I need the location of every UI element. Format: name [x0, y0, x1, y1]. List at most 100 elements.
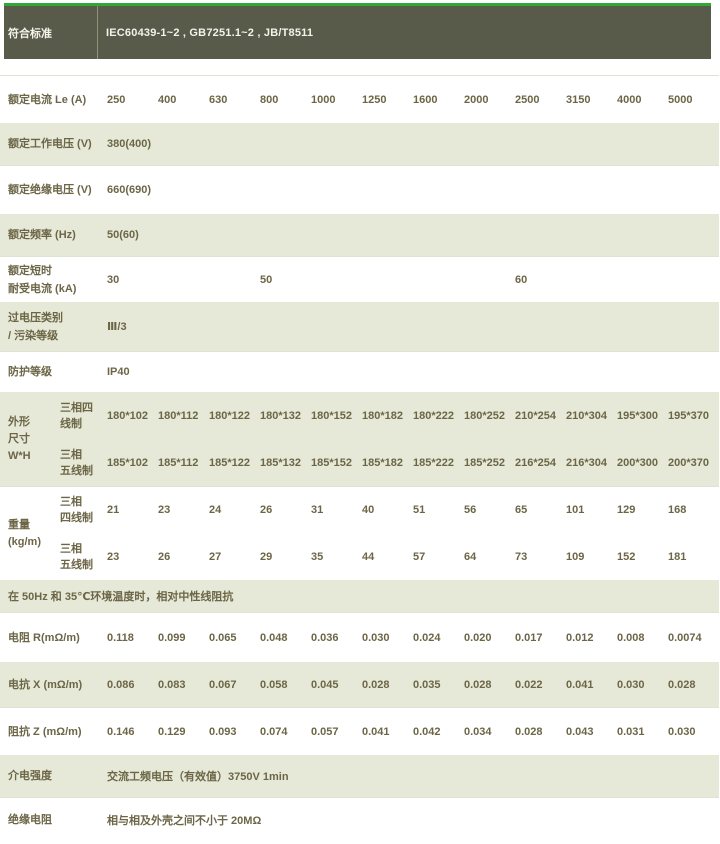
rated-current-value: 1000 [311, 93, 336, 106]
weight-value: 26 [260, 504, 273, 517]
withstand-value: 60 [515, 273, 528, 286]
dimension-value: 185*182 [362, 456, 403, 469]
reactance-value: 0.067 [209, 678, 237, 691]
dimension-value: 180*132 [260, 409, 301, 422]
standards-label: 符合标准 [4, 6, 98, 59]
dimension-value: 216*304 [566, 456, 607, 469]
rated-current-value: 400 [158, 93, 177, 106]
impedance-value: 0.031 [617, 725, 645, 738]
weight-value: 51 [413, 504, 426, 517]
row-rated-current: 额定电流 Le (A) 250 400 630 800 1000 1250 16… [0, 75, 719, 123]
spec-table: 符合标准 IEC60439-1~2 , GB7251.1~2 , JB/T851… [0, 3, 719, 841]
impedance-value: 0.028 [515, 725, 543, 738]
dimension-value: 180*112 [158, 409, 199, 422]
standards-value: IEC60439-1~2 , GB7251.1~2 , JB/T8511 [106, 26, 314, 39]
rated-current-value: 250 [107, 93, 126, 106]
reactance-value: 0.030 [617, 678, 645, 691]
weight-value: 129 [617, 504, 636, 517]
row-protection: 防护等级 IP40 [0, 351, 719, 392]
row-label: 电抗 X (mΩ/m) [8, 678, 83, 691]
dielectric-value: 交流工频电压（有效值）3750V 1min [107, 771, 289, 783]
row-label: 额定绝缘电压 (V) [8, 184, 92, 196]
weight-value: 65 [515, 504, 528, 517]
reactance-value: 0.028 [362, 678, 390, 691]
dimension-value: 180*152 [311, 409, 352, 422]
rated-current-value: 1600 [413, 93, 438, 106]
weight-value: 31 [311, 504, 324, 517]
row-label: 外形 尺寸 W*H [8, 415, 31, 462]
dimension-value: 180*222 [413, 409, 454, 422]
rated-current-value: 2500 [515, 93, 540, 106]
reactance-value: 0.083 [158, 678, 186, 691]
row-label: 介电强度 [8, 770, 52, 782]
dimension-value: 216*254 [515, 456, 556, 469]
weight-value: 181 [668, 550, 687, 563]
resistance-value: 0.099 [158, 631, 186, 644]
impedance-value: 0.129 [158, 725, 186, 738]
dimension-value: 185*102 [107, 456, 148, 469]
insulation-resistance-value: 相与相及外壳之间不小于 20MΩ [107, 814, 262, 827]
insulation-voltage-value: 660(690) [107, 184, 152, 196]
impedance-value: 0.093 [209, 725, 237, 738]
weight-value: 56 [464, 504, 477, 517]
reactance-value: 0.028 [464, 678, 492, 691]
standards-header: 符合标准 IEC60439-1~2 , GB7251.1~2 , JB/T851… [4, 3, 711, 59]
weight-value: 64 [464, 550, 477, 563]
dimension-value: 185*112 [158, 456, 199, 469]
row-insulation-resistance: 绝缘电阻 相与相及外壳之间不小于 20MΩ [0, 797, 719, 841]
row-insulation-voltage: 额定绝缘电压 (V) 660(690) [0, 165, 719, 214]
header-gap [0, 59, 715, 75]
weight-value: 23 [107, 550, 120, 563]
weight-value: 24 [209, 504, 222, 517]
resistance-value: 0.118 [107, 631, 134, 644]
dimension-value: 180*122 [209, 409, 250, 422]
rated-current-value: 800 [260, 93, 279, 106]
rated-current-value: 4000 [617, 93, 642, 106]
reactance-value: 0.022 [515, 678, 543, 691]
weight-value: 57 [413, 550, 426, 563]
row-reactance: 电抗 X (mΩ/m) 0.086 0.083 0.067 0.058 0.04… [0, 662, 719, 707]
dimension-value: 185*252 [464, 456, 505, 469]
dimension-value: 185*152 [311, 456, 352, 469]
weight-value: 26 [158, 550, 171, 563]
row-dielectric: 介电强度 交流工频电压（有效值）3750V 1min [0, 755, 719, 797]
resistance-value: 0.008 [617, 631, 645, 644]
sub-label-five-wire: 三相 五线制 [60, 542, 93, 571]
rated-current-value: 1250 [362, 93, 387, 106]
resistance-value: 0.017 [515, 631, 543, 644]
row-label: 额定短时 耐受电流 (kA) [8, 264, 77, 295]
rated-current-value: 3150 [566, 93, 591, 106]
reactance-value: 0.045 [311, 678, 339, 691]
impedance-condition-note: 在 50Hz 和 35℃环境温度时，相对中性线阻抗 [0, 580, 719, 612]
withstand-value: 50 [260, 273, 273, 286]
row-dimensions: 外形 尺寸 W*H 三相四 线制 180*102 180*112 180*122… [0, 392, 719, 486]
resistance-value: 0.012 [566, 631, 594, 644]
weight-value: 23 [158, 504, 171, 517]
rated-current-value: 2000 [464, 93, 489, 106]
impedance-value: 0.041 [362, 725, 390, 738]
row-label: 防护等级 [8, 366, 52, 378]
impedance-value: 0.042 [413, 725, 441, 738]
reactance-value: 0.028 [668, 678, 696, 691]
weight-value: 73 [515, 550, 528, 563]
resistance-value: 0.030 [362, 631, 390, 644]
resistance-value: 0.036 [311, 631, 339, 644]
sub-label-five-wire: 三相 五线制 [60, 448, 93, 477]
weight-value: 21 [107, 504, 120, 517]
row-label: 重量 (kg/m) [8, 518, 41, 548]
row-label: 绝缘电阻 [8, 813, 52, 826]
row-resistance: 电阻 R(mΩ/m) 0.118 0.099 0.065 0.048 0.036… [0, 612, 719, 662]
dimension-value: 185*122 [209, 456, 250, 469]
weight-value: 35 [311, 550, 324, 563]
row-working-voltage: 额定工作电压 (V) 380(400) [0, 123, 719, 165]
working-voltage-value: 380(400) [107, 138, 152, 150]
reactance-value: 0.041 [566, 678, 594, 691]
row-label: 额定频率 (Hz) [8, 229, 76, 241]
resistance-value: 0.024 [413, 631, 441, 644]
resistance-value: 0.048 [260, 631, 288, 644]
row-label: 电阻 R(mΩ/m) [8, 631, 80, 644]
weight-value: 29 [260, 550, 273, 563]
dimension-value: 180*182 [362, 409, 403, 422]
weight-value: 168 [668, 504, 687, 517]
row-label: 过电压类别 / 污染等级 [8, 311, 63, 342]
